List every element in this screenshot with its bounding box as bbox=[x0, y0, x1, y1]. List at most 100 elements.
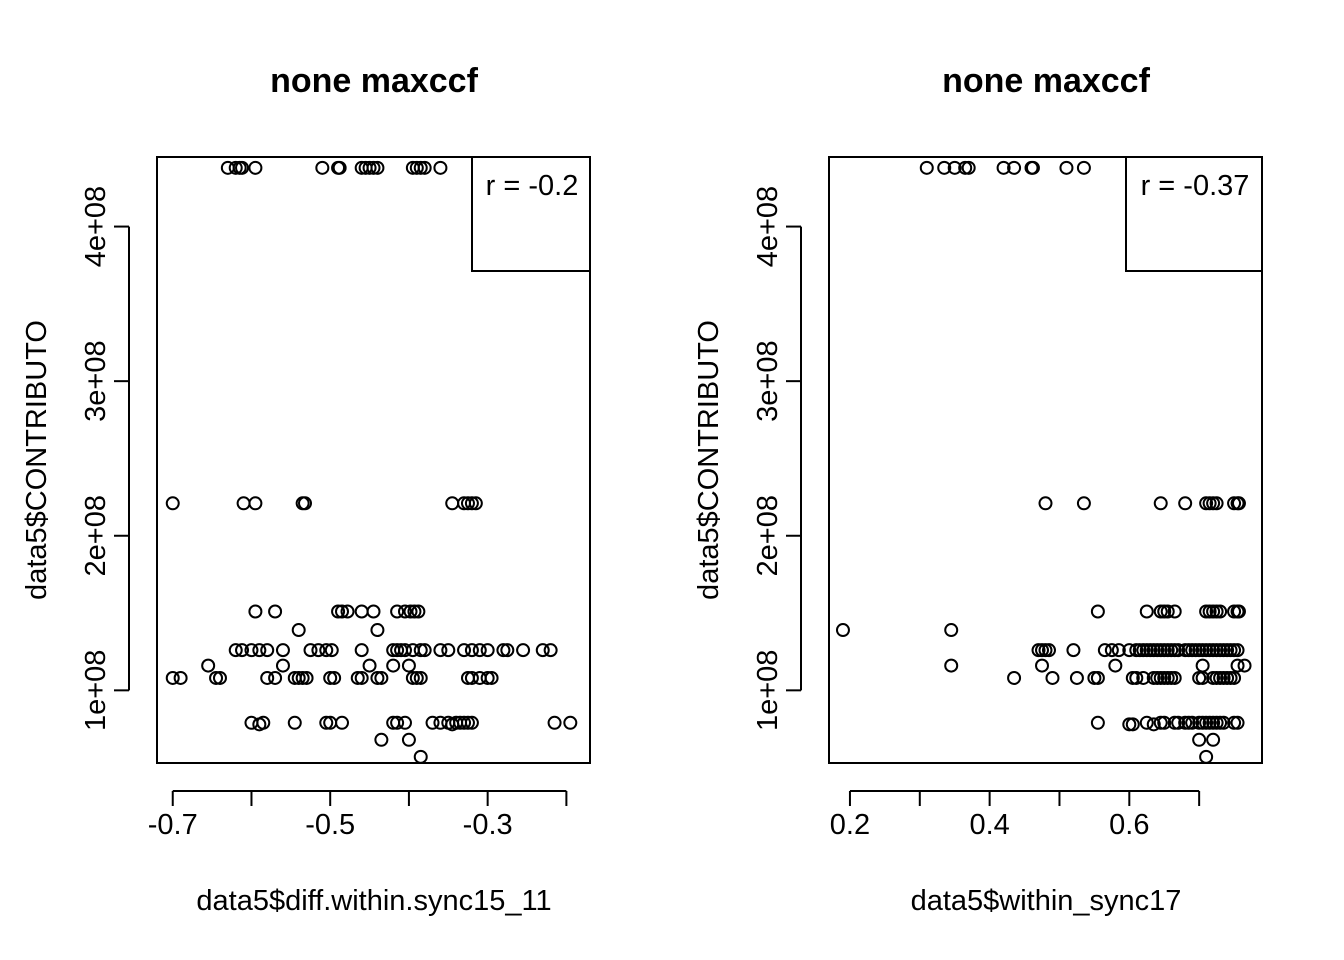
panel-1-data-point bbox=[563, 715, 578, 730]
panel-2: none maxccf data5$within_sync17 data5$CO… bbox=[693, 62, 1263, 917]
panel-1-data-point bbox=[374, 732, 389, 747]
panel-2-data-point bbox=[1069, 670, 1084, 685]
panel-1-data-point bbox=[409, 670, 424, 685]
panel-1-data-point bbox=[464, 715, 479, 730]
panel-2-points bbox=[835, 160, 1252, 764]
panel-2-x-tick-label: 0.4 bbox=[969, 809, 1009, 841]
panel-1-x-tick-label: -0.5 bbox=[305, 809, 355, 841]
panel-1-x-tick-label: -0.7 bbox=[148, 809, 198, 841]
panel-2-data-point bbox=[1216, 715, 1231, 730]
panel-2-data-point bbox=[835, 623, 850, 638]
panel-1-data-point bbox=[212, 670, 227, 685]
panel-2-title: none maxccf bbox=[942, 62, 1151, 100]
panel-2-data-point bbox=[1167, 670, 1182, 685]
panel-1-data-point bbox=[298, 496, 313, 511]
panel-1-y-tick-label: 3e+08 bbox=[80, 340, 112, 421]
panel-2-data-point bbox=[1090, 715, 1105, 730]
panel-1-data-point bbox=[331, 604, 346, 619]
panel-1-data-point bbox=[390, 715, 405, 730]
panel-2-data-point bbox=[1146, 717, 1161, 732]
panel-1-data-point bbox=[335, 715, 350, 730]
panel-2-data-point bbox=[1160, 604, 1175, 619]
panel-1-data-point bbox=[252, 643, 267, 658]
panel-1-data-point bbox=[370, 623, 385, 638]
panel-2-data-point bbox=[1230, 715, 1245, 730]
panel-2-data-point bbox=[1139, 604, 1154, 619]
panel-1-data-point bbox=[248, 496, 263, 511]
panel-2-data-point bbox=[947, 160, 962, 175]
panel-1-data-point bbox=[417, 160, 432, 175]
panel-1-title: none maxccf bbox=[270, 62, 479, 100]
panel-1-data-point bbox=[401, 732, 416, 747]
panel-1-y-axis-label: data5$CONTRIBUTO bbox=[21, 320, 53, 600]
panel-1-axes: -0.7 -0.5 -0.3 1e+08 2e+08 3e+08 4e+08 bbox=[80, 156, 591, 841]
panel-1-data-point bbox=[323, 670, 338, 685]
panel-1-data-point bbox=[327, 670, 342, 685]
panel-1-data-point bbox=[390, 643, 405, 658]
panel-1-data-point bbox=[275, 658, 290, 673]
panel-1-data-point bbox=[362, 160, 377, 175]
panel-2-data-point bbox=[1227, 670, 1242, 685]
panel-1-data-point bbox=[460, 496, 475, 511]
panel-1-y-tick-label: 1e+08 bbox=[80, 650, 112, 731]
panel-2-data-point bbox=[944, 658, 959, 673]
panel-2-legend-text: r = -0.37 bbox=[1141, 170, 1250, 202]
panel-1-data-point bbox=[260, 670, 275, 685]
panel-1-data-point bbox=[256, 715, 271, 730]
panel-2-data-point bbox=[1076, 496, 1091, 511]
panel-2-data-point bbox=[1171, 715, 1186, 730]
panel-1-data-point bbox=[370, 670, 385, 685]
panel-2-y-tick-label: 2e+08 bbox=[752, 495, 784, 576]
panel-1-data-point bbox=[516, 643, 531, 658]
panel-1-data-point bbox=[401, 658, 416, 673]
panel-1-data-point bbox=[366, 160, 381, 175]
panel-2-data-point bbox=[996, 160, 1011, 175]
panel-1-data-point bbox=[248, 604, 263, 619]
panel-1-data-point bbox=[464, 670, 479, 685]
panel-2-data-point bbox=[1066, 643, 1081, 658]
panel-1-data-point bbox=[407, 604, 422, 619]
panel-2-legend-box bbox=[1125, 156, 1263, 272]
panel-1-data-point bbox=[390, 604, 405, 619]
panel-2-data-point bbox=[1111, 643, 1126, 658]
panel-1-data-point bbox=[500, 643, 515, 658]
panel-2-data-point bbox=[1038, 496, 1053, 511]
panel-2-data-point bbox=[1104, 643, 1119, 658]
panel-1-data-point bbox=[315, 160, 330, 175]
panel-1-data-point bbox=[441, 643, 456, 658]
panel-1-data-point bbox=[268, 670, 283, 685]
panel-2-data-point bbox=[1122, 643, 1137, 658]
panel-1-data-point bbox=[457, 643, 472, 658]
panel-1-data-point bbox=[397, 643, 412, 658]
panel-2-data-point bbox=[1045, 670, 1060, 685]
panel-1-data-point bbox=[324, 643, 339, 658]
panel-2-data-point bbox=[1185, 715, 1200, 730]
panel-2-y-tick-label: 1e+08 bbox=[752, 650, 784, 731]
panel-1-data-point bbox=[397, 604, 412, 619]
panel-2-y-tick-label: 3e+08 bbox=[752, 340, 784, 421]
panel-1-legend-box bbox=[471, 156, 591, 272]
panel-2-data-point bbox=[1007, 160, 1022, 175]
panel-2-data-point bbox=[961, 160, 976, 175]
panel-2-data-point bbox=[1097, 643, 1112, 658]
panel-1-data-point bbox=[303, 643, 318, 658]
panel-1: none maxccf data5$diff.within.sync15_11 … bbox=[21, 62, 591, 917]
panel-1-data-point bbox=[248, 160, 263, 175]
panel-2-x-axis-label: data5$within_sync17 bbox=[911, 885, 1182, 917]
panel-1-data-point bbox=[228, 643, 243, 658]
panel-1-data-point bbox=[295, 670, 310, 685]
panel-1-data-point bbox=[311, 643, 326, 658]
panel-2-data-point bbox=[1108, 658, 1123, 673]
panel-2-data-point bbox=[1041, 643, 1056, 658]
panel-1-data-point bbox=[209, 670, 224, 685]
panel-1-data-point bbox=[370, 160, 385, 175]
panel-2-data-point bbox=[1192, 732, 1207, 747]
panel-2-data-point bbox=[1237, 658, 1252, 673]
panel-1-x-axis-label: data5$diff.within.sync15_11 bbox=[196, 885, 551, 917]
panel-2-data-point bbox=[1231, 496, 1246, 511]
panel-2-data-point bbox=[1230, 643, 1245, 658]
panel-1-data-point bbox=[201, 658, 216, 673]
panel-2-data-point bbox=[944, 623, 959, 638]
panel-2-data-point bbox=[1213, 604, 1228, 619]
